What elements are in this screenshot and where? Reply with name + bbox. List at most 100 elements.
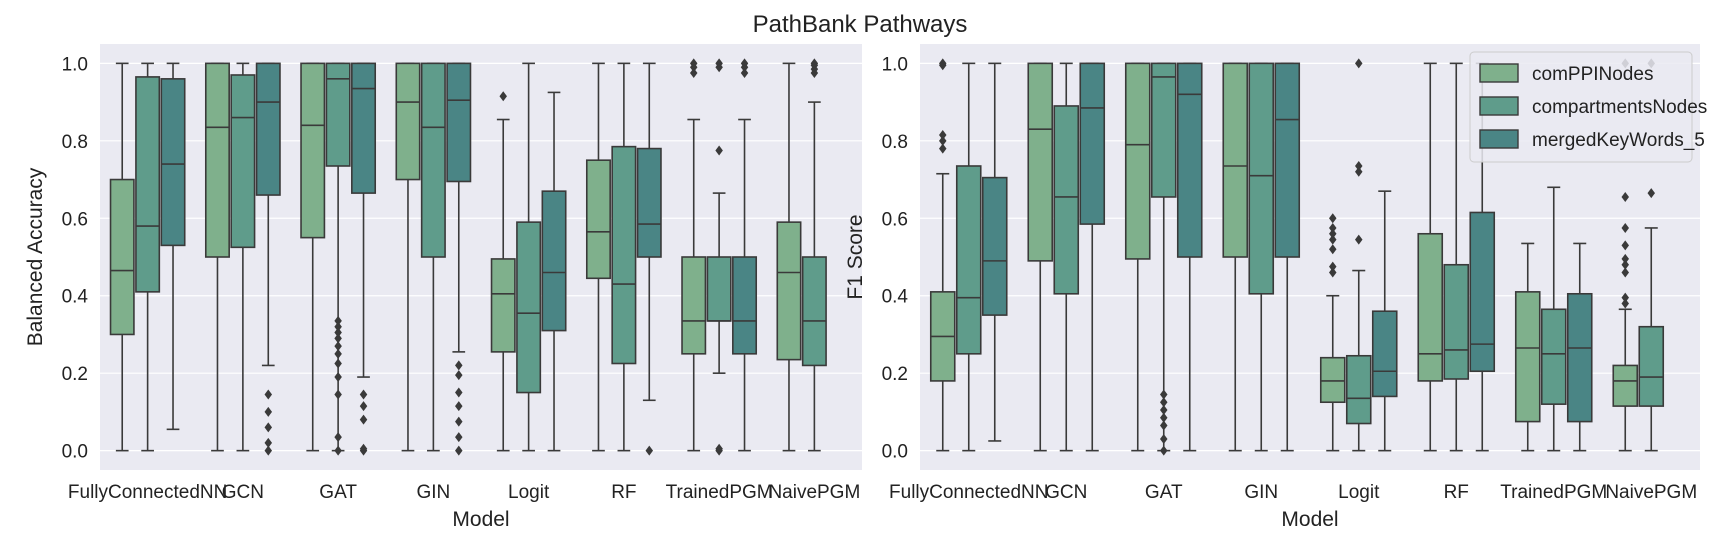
box-iqr [1443,263,1470,380]
box-compartmentsNodes-Logit [1345,58,1372,452]
outlier-point [1621,259,1629,270]
box-iqr [300,62,326,239]
box-comPPINodes-GAT [300,62,326,452]
outlier-point [1355,160,1363,171]
box-iqr [1514,291,1541,423]
outlier-point [334,315,342,326]
y-tick-label: 0.0 [62,442,88,463]
outlier-point [264,422,273,433]
box-iqr [395,62,421,181]
figure-title: PathBank Pathways [753,11,968,38]
x-axis-label: Model [1281,508,1338,531]
outlier-point [359,389,368,400]
box-iqr [1176,62,1203,258]
box-iqr [1417,232,1444,382]
outlier-point [334,432,342,443]
box-iqr [204,62,230,258]
box-mergedKeyWords_5-GCN [1079,62,1106,452]
y-tick-label: 1.0 [882,54,908,75]
outlier-point [1621,267,1629,278]
outlier-point [1160,420,1168,431]
x-tick-label: GIN [1244,482,1278,503]
box-iqr [636,147,662,258]
y-axis-label: F1 Score [844,214,867,299]
box-comPPINodes-TrainedPGM [1514,242,1541,452]
outlier-point [1160,404,1168,415]
box-comPPINodes-Logit [1319,213,1346,452]
box-iqr [681,256,707,355]
x-tick-label: Logit [508,482,550,503]
x-tick-label: GAT [1145,482,1183,503]
box-iqr [1345,354,1372,425]
y-tick-label: 0.0 [882,442,908,463]
box-iqr [109,178,135,336]
y-tick-label: 0.4 [882,287,909,308]
outlier-point [689,68,698,79]
box-mergedKeyWords_5-TrainedPGM [1566,242,1593,452]
outlier-point [334,445,342,456]
outlier-point [455,360,463,371]
box-iqr [1540,308,1567,405]
outlier-point [455,401,463,412]
outlier-point [939,130,947,141]
y-tick-label: 0.4 [62,287,89,308]
box-mergedKeyWords_5-FullyConnectedNN [160,62,186,431]
outlier-point [645,445,654,456]
outlier-point [264,437,273,448]
outlier-point [455,370,463,381]
outlier-point [715,145,723,156]
box-iqr [801,256,827,367]
box-comPPINodes-GCN [1027,62,1054,452]
box-iqr [585,159,611,280]
box-compartmentsNodes-FullyConnectedNN [135,62,161,452]
x-tick-label: GIN [416,482,450,503]
outlier-point [359,414,368,425]
legend: comPPINodes compartmentsNodes mergedKeyWor… [1469,51,1707,163]
outlier-point [1355,58,1363,69]
box-iqr [1248,62,1275,295]
box-compartmentsNodes-GAT [325,62,351,456]
box-comPPINodes-RF [1417,62,1444,452]
box-compartmentsNodes-GAT [1150,62,1177,456]
outlier-point [455,432,463,443]
box-iqr [611,145,637,365]
x-tick-label: TrainedPGM [1500,482,1607,503]
box-iqr [420,62,446,258]
y-tick-label: 0.2 [62,364,88,385]
box-iqr [1612,364,1639,407]
outlier-point [1621,240,1629,251]
outlier-point [715,443,723,454]
outlier-point [264,406,273,417]
x-tick-label: FullyConnectedNN [68,482,227,503]
y-tick-label: 0.6 [62,209,88,230]
outlier-point [499,91,507,102]
box-iqr [955,165,982,355]
outlier-point [1329,234,1337,245]
y-tick-label: 0.8 [62,132,88,153]
y-tick-label: 0.6 [882,209,908,230]
box-iqr [1566,292,1593,423]
outlier-point [1647,188,1655,199]
box-comPPINodes-NaivePGM [776,62,802,452]
legend-label: compartmentsNodes [1532,97,1707,118]
outlier-point [810,58,819,69]
box-comPPINodes-GIN [395,62,421,452]
outlier-point [939,143,947,154]
outlier-point [455,416,463,427]
box-compartmentsNodes-GIN [1248,62,1275,452]
y-tick-label: 0.2 [882,364,908,385]
box-iqr [981,176,1008,316]
box-mergedKeyWords_5-TrainedPGM [732,58,758,452]
box-iqr [541,190,567,332]
outlier-point [1621,298,1629,309]
box-mergedKeyWords_5-RF [1469,62,1496,452]
box-compartmentsNodes-NaivePGM [1638,58,1665,452]
outlier-point [1329,222,1337,233]
box-comPPINodes-Logit [490,91,516,452]
box-iqr [1638,325,1665,407]
outlier-point [334,341,342,352]
outlier-point [455,445,463,456]
